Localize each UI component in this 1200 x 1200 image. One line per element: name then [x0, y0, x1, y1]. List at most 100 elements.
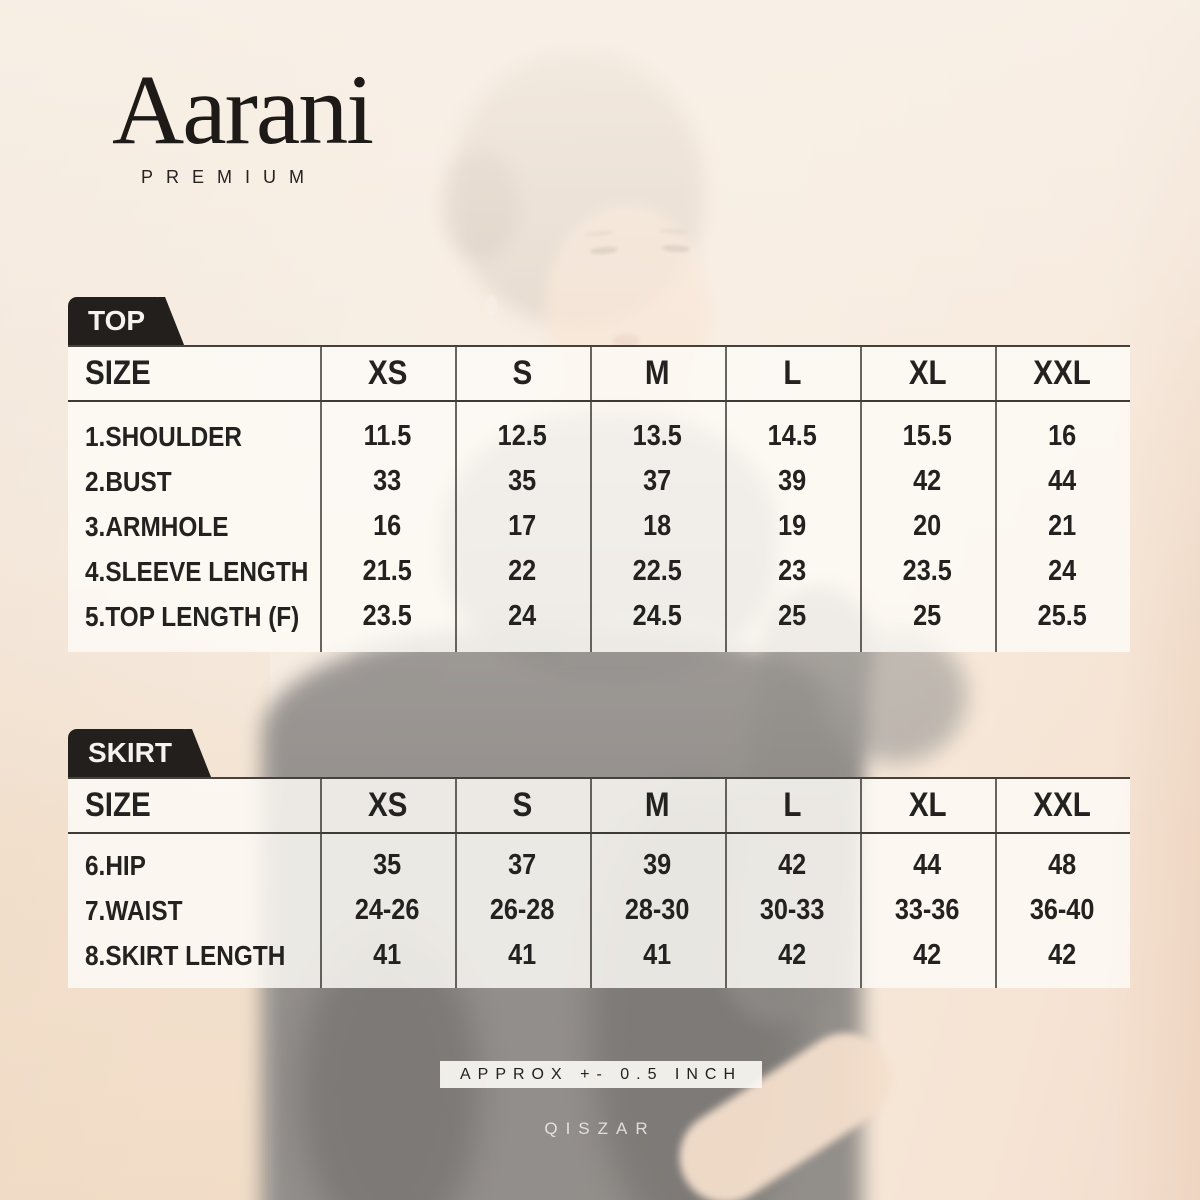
row-label: 1.SHOULDER: [85, 420, 243, 452]
top-tab-label: TOP: [88, 305, 146, 336]
row-label: 4.SLEEVE LENGTH: [85, 555, 309, 587]
cell-value: 41: [508, 939, 537, 971]
cell-value: 30-33: [760, 894, 825, 926]
column-divider: [320, 779, 322, 988]
skirt-tab-label: SKIRT: [88, 737, 172, 768]
header-s: S: [512, 354, 533, 392]
top-tab: TOP: [68, 297, 160, 345]
brand-subtitle: PREMIUM: [141, 167, 317, 187]
cell-value: 25.5: [1037, 600, 1088, 632]
table-row: 5.TOP LENGTH (F) 23.5 24 24.5 25 25 25.5: [68, 594, 1130, 639]
row-label: 7.WAIST: [85, 894, 183, 926]
cell-value: 20: [913, 510, 942, 542]
brand-watermark: QISZAR: [544, 1119, 656, 1138]
cell-value: 42: [778, 849, 807, 881]
cell-value: 24.5: [632, 600, 683, 632]
cell-value: 24: [508, 600, 537, 632]
skirt-tab: SKIRT: [68, 729, 186, 777]
cell-value: 37: [508, 849, 537, 881]
column-divider: [860, 779, 862, 988]
column-divider: [455, 779, 457, 988]
header-xl: XL: [908, 354, 947, 392]
cell-value: 44: [913, 849, 942, 881]
cell-value: 18: [643, 510, 672, 542]
cell-value: 41: [643, 939, 672, 971]
cell-value: 17: [508, 510, 537, 542]
cell-value: 15.5: [902, 420, 953, 452]
cell-value: 36-40: [1030, 894, 1095, 926]
row-label: 6.HIP: [85, 849, 146, 881]
cell-value: 11.5: [363, 420, 412, 452]
cell-value: 44: [1048, 465, 1077, 497]
cell-value: 22.5: [632, 555, 683, 587]
row-label: 8.SKIRT LENGTH: [85, 939, 286, 971]
header-size: SIZE: [85, 354, 151, 392]
column-divider: [725, 347, 727, 652]
cell-value: 42: [778, 939, 807, 971]
cell-value: 19: [778, 510, 807, 542]
column-divider: [725, 779, 727, 988]
cell-value: 22: [508, 555, 537, 587]
row-label: 5.TOP LENGTH (F): [85, 600, 300, 632]
cell-value: 12.5: [497, 420, 548, 452]
header-xs: XS: [367, 786, 408, 824]
table-row: 3.ARMHOLE 16 17 18 19 20 21: [68, 504, 1130, 549]
header-m: M: [645, 354, 670, 392]
cell-value: 35: [508, 465, 537, 497]
cell-value: 16: [373, 510, 402, 542]
cell-value: 26-28: [490, 894, 555, 926]
cell-value: 21.5: [362, 555, 413, 587]
tolerance-note: APPROX +- 0.5 INCH: [440, 1061, 762, 1088]
cell-value: 23.5: [902, 555, 953, 587]
table-row: 8.SKIRT LENGTH 41 41 41 42 42 42: [68, 933, 1130, 978]
cell-value: 42: [913, 939, 942, 971]
cell-value: 14.5: [767, 420, 818, 452]
column-divider: [320, 347, 322, 652]
table-row: 2.BUST 33 35 37 39 42 44: [68, 459, 1130, 504]
cell-value: 42: [1048, 939, 1077, 971]
cell-value: 24-26: [355, 894, 420, 926]
header-xxl: XXL: [1033, 354, 1092, 392]
header-xxl: XXL: [1033, 786, 1092, 824]
header-l: L: [783, 354, 802, 392]
header-m: M: [645, 786, 670, 824]
cell-value: 33: [373, 465, 402, 497]
column-divider: [590, 779, 592, 988]
cell-value: 24: [1048, 555, 1077, 587]
column-divider: [590, 347, 592, 652]
cell-value: 16: [1048, 420, 1077, 452]
column-divider: [455, 347, 457, 652]
cell-value: 25: [913, 600, 942, 632]
table-row: 7.WAIST 24-26 26-28 28-30 30-33 33-36 36…: [68, 888, 1130, 933]
header-l: L: [783, 786, 802, 824]
skirt-table-header: SIZE XS S M L XL XXL: [68, 779, 1130, 834]
cell-value: 48: [1048, 849, 1077, 881]
cell-value: 33-36: [895, 894, 960, 926]
top-table-header: SIZE XS S M L XL XXL: [68, 347, 1130, 402]
cell-value: 42: [913, 465, 942, 497]
table-row: 6.HIP 35 37 39 42 44 48: [68, 843, 1130, 888]
header-xl: XL: [908, 786, 947, 824]
column-divider: [995, 779, 997, 988]
cell-value: 39: [778, 465, 807, 497]
cell-value: 23: [778, 555, 807, 587]
cell-value: 13.5: [632, 420, 683, 452]
header-size: SIZE: [85, 786, 151, 824]
brand-logo: Aarani: [112, 54, 374, 165]
row-label: 3.ARMHOLE: [85, 510, 229, 542]
cell-value: 41: [373, 939, 402, 971]
skirt-table: SIZE XS S M L XL XXL 6.HIP 35 37 39 42 4…: [68, 777, 1130, 988]
row-label: 2.BUST: [85, 465, 172, 497]
header-xs: XS: [367, 354, 408, 392]
cell-value: 23.5: [362, 600, 413, 632]
top-table-body: 1.SHOULDER 11.5 12.5 13.5 14.5 15.5 16 2…: [68, 402, 1130, 639]
skirt-table-body: 6.HIP 35 37 39 42 44 48 7.WAIST 24-26 26…: [68, 834, 1130, 978]
cell-value: 25: [778, 600, 807, 632]
table-row: 1.SHOULDER 11.5 12.5 13.5 14.5 15.5 16: [68, 414, 1130, 459]
table-row: 4.SLEEVE LENGTH 21.5 22 22.5 23 23.5 24: [68, 549, 1130, 594]
cell-value: 37: [643, 465, 672, 497]
top-table: SIZE XS S M L XL XXL 1.SHOULDER 11.5 12.…: [68, 345, 1130, 652]
column-divider: [860, 347, 862, 652]
cell-value: 39: [643, 849, 672, 881]
